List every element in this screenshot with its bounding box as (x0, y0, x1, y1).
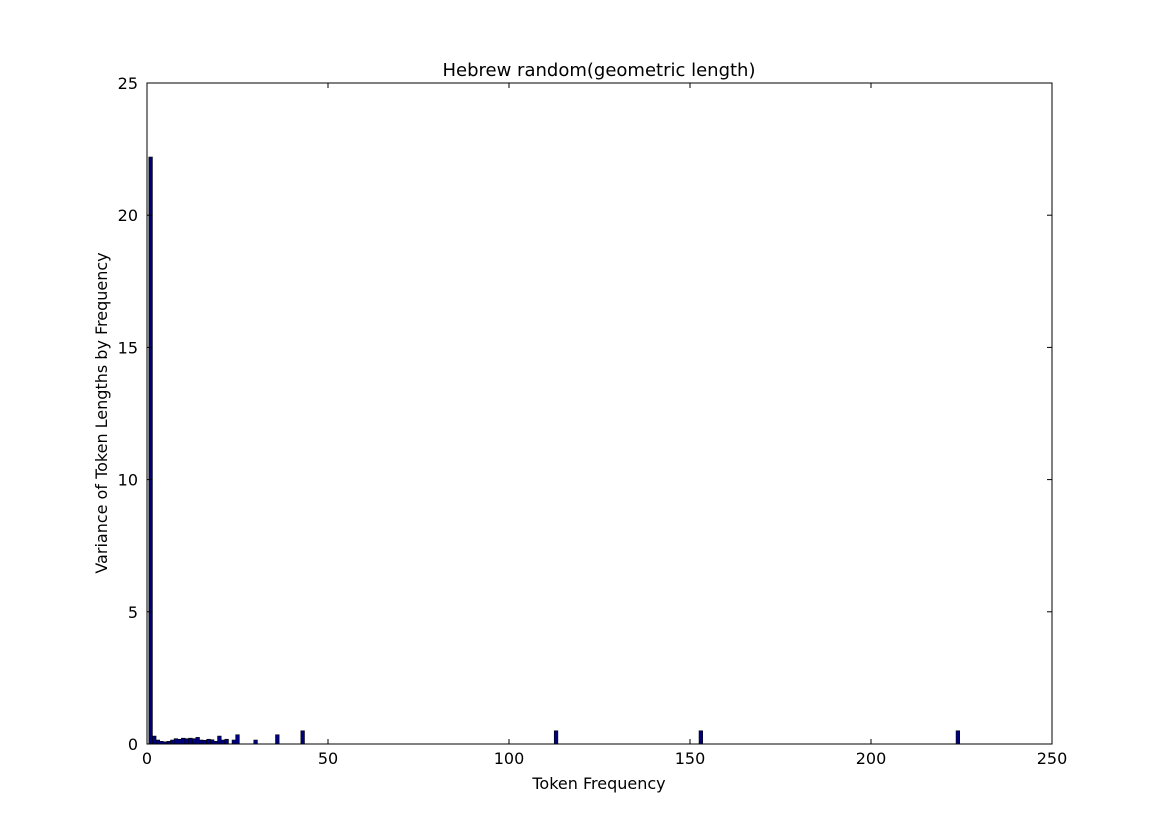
y-tick-label: 10 (118, 471, 138, 490)
bar (195, 737, 200, 745)
x-tick-label: 50 (318, 749, 338, 768)
x-tick-label: 100 (494, 749, 525, 768)
bar (955, 730, 960, 745)
bar (553, 730, 559, 745)
chart-title: Hebrew random(geometric length) (443, 60, 756, 81)
bar (191, 738, 197, 745)
bar (210, 739, 215, 745)
bar (170, 739, 175, 745)
y-axis-label: Variance of Token Lengths by Frequency (92, 252, 111, 573)
bar (275, 734, 280, 745)
y-tick-label: 5 (128, 603, 138, 622)
plot-frame (146, 82, 1053, 745)
bar (199, 739, 204, 745)
bar (300, 730, 305, 745)
bars-group (148, 156, 960, 745)
y-tick-label: 20 (118, 206, 138, 225)
bar (188, 737, 193, 745)
bar (253, 739, 258, 745)
bar (184, 738, 189, 745)
x-axis-label: Token Frequency (531, 774, 665, 793)
x-tick-label: 150 (675, 749, 706, 768)
bar (152, 735, 157, 745)
x-tick-label: 250 (1037, 749, 1068, 768)
bar (177, 738, 182, 745)
x-tick-label: 0 (142, 749, 152, 768)
x-axis-ticks: 0 50 100 150 200 250 (142, 83, 1067, 768)
bar (224, 738, 229, 745)
bar (220, 739, 226, 745)
bar (217, 735, 222, 745)
bar (173, 738, 179, 745)
y-axis-ticks: 0 5 10 15 20 25 (118, 74, 1052, 754)
bar (202, 739, 208, 745)
bar (148, 156, 153, 745)
bar (181, 737, 186, 745)
bar (155, 739, 160, 745)
y-tick-label: 25 (118, 74, 138, 93)
bar (698, 730, 703, 745)
bar (235, 734, 240, 745)
x-tick-label: 200 (856, 749, 887, 768)
y-tick-label: 15 (118, 338, 138, 357)
bar (206, 738, 211, 745)
bar (231, 739, 236, 745)
y-tick-label: 0 (128, 735, 138, 754)
